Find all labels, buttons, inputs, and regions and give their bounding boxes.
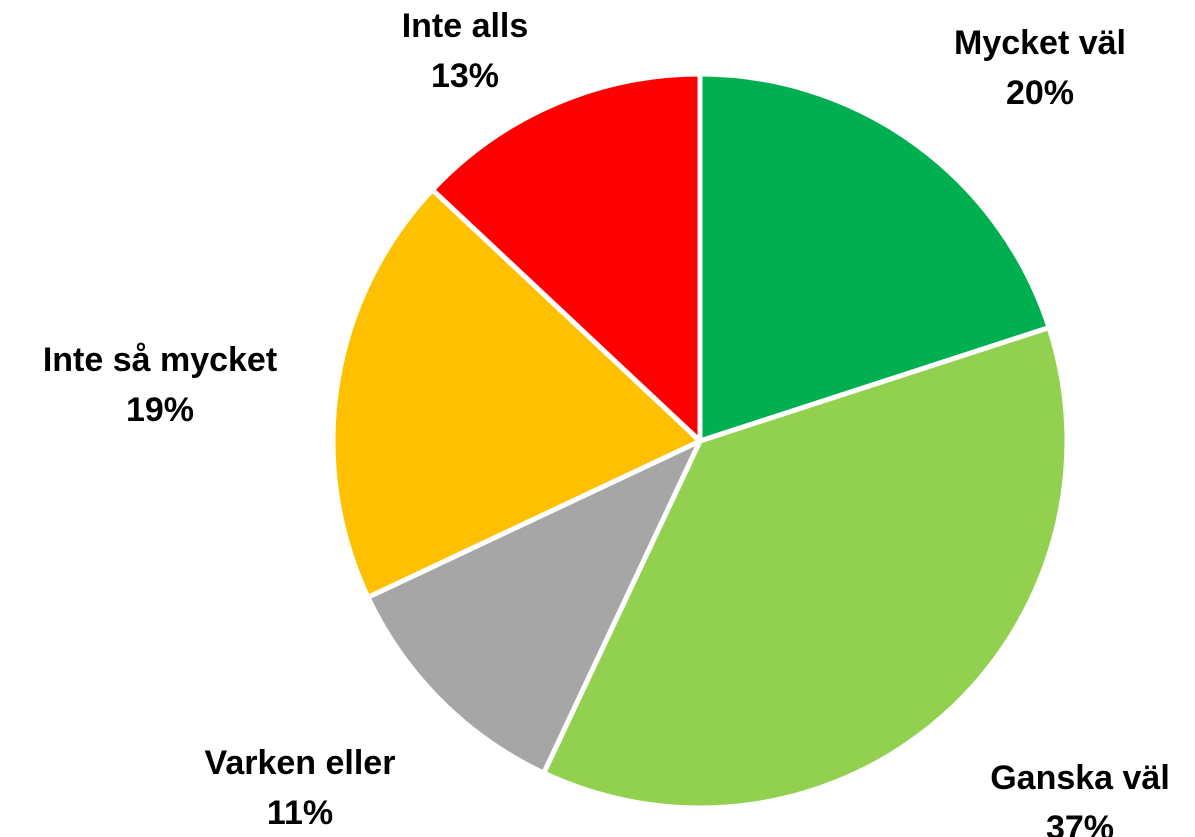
value-label: 11%: [267, 794, 333, 832]
slice-label: Inte alls: [402, 7, 529, 45]
slice-label: Inte så mycket: [43, 341, 277, 379]
slice-label: Mycket väl: [954, 24, 1126, 62]
value-label: 13%: [431, 57, 499, 95]
value-label: 20%: [1006, 74, 1074, 112]
value-label: 19%: [126, 391, 194, 429]
slice-label: Varken eller: [205, 744, 396, 782]
value-label: 37%: [1046, 809, 1114, 837]
slice-label: Ganska väl: [990, 759, 1170, 797]
pie-slice: [697, 71, 1052, 444]
pie-slice: [365, 438, 703, 776]
pie-slice: [429, 71, 703, 444]
pie-slice: [541, 325, 1070, 811]
pie-slice: [330, 187, 703, 600]
